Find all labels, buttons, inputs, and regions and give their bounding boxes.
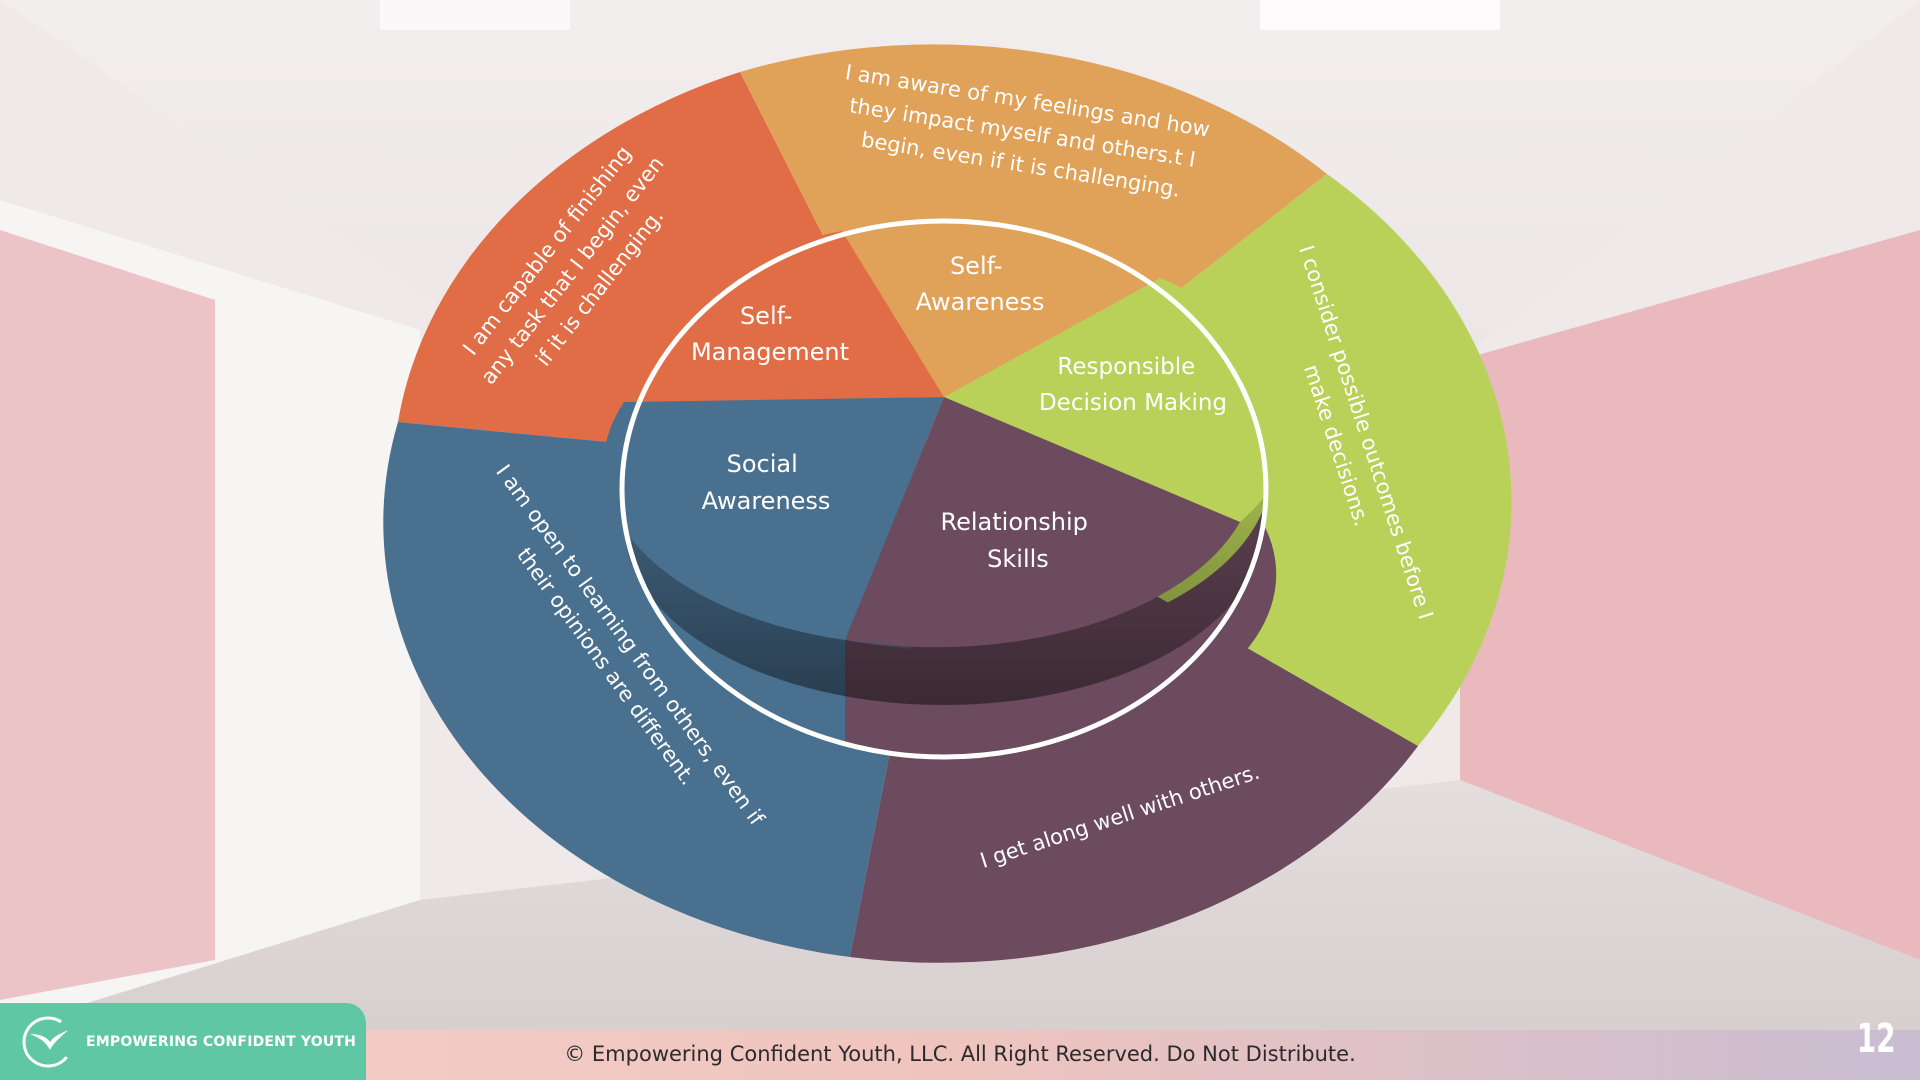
label-social-awareness: Social Awareness	[702, 450, 831, 515]
label-relationship-skills: Relationship Skills	[941, 508, 1096, 573]
brand-name: EMPOWERING CONFIDENT YOUTH	[86, 1033, 357, 1050]
label-self-awareness: Self- Awareness	[916, 252, 1045, 316]
page-number: 12	[1857, 1016, 1896, 1062]
inner-segment-self-management	[623, 231, 944, 402]
inner-segment-responsible-decision	[944, 278, 1292, 522]
inner-ring-outline	[619, 218, 1269, 760]
bird-logo-icon	[22, 1016, 74, 1067]
brand-logo-badge: EMPOWERING CONFIDENT YOUTH	[0, 1003, 366, 1080]
copyright-text: © Empowering Confident Youth, LLC. All R…	[564, 1042, 1356, 1066]
label-self-management: Self- Management	[691, 302, 849, 366]
inner-segment-self-awareness	[842, 223, 1160, 397]
inner-cylinder	[603, 218, 1292, 760]
inner-segment-relationship-skills	[845, 397, 1240, 648]
label-responsible-decision: Responsible Decision Making	[1039, 354, 1227, 416]
inner-segment-social-awareness	[603, 397, 944, 640]
